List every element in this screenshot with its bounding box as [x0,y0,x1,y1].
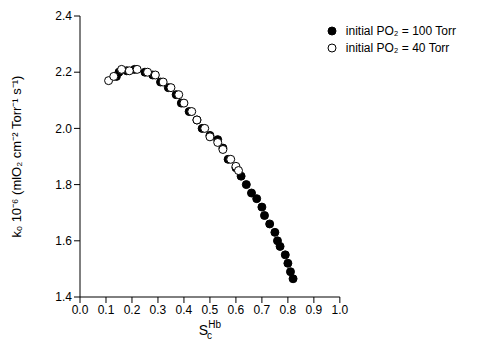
svg-text:SHbc: SHbc [199,319,222,341]
svg-text:1.4: 1.4 [55,290,72,304]
svg-text:0.2: 0.2 [124,303,141,317]
svg-text:1.0: 1.0 [332,303,349,317]
svg-text:0.5: 0.5 [202,303,219,317]
svg-text:2.4: 2.4 [55,9,72,23]
svg-text:0.7: 0.7 [254,303,271,317]
svg-text:1.6: 1.6 [55,234,72,248]
svg-text:0.8: 0.8 [280,303,297,317]
html-text:initial PO₂ = 100 Torr: initial PO₂ = 100 Torr [345,24,456,38]
svg-text:0.9: 0.9 [306,303,323,317]
svg-text:0.1: 0.1 [98,303,115,317]
svg-text:kₒ 10⁻⁶ (mlO₂ cm⁻² Torr⁻¹ s⁻¹): kₒ 10⁻⁶ (mlO₂ cm⁻² Torr⁻¹ s⁻¹) [9,76,24,238]
svg-text:0.6: 0.6 [228,303,245,317]
svg-text:2.0: 2.0 [55,122,72,136]
svg-text:0.4: 0.4 [176,303,193,317]
svg-text:0.3: 0.3 [150,303,167,317]
html-text:initial PO₂ = 40 Torr: initial PO₂ = 40 Torr [345,41,450,55]
svg-text:2.2: 2.2 [55,65,72,79]
svg-text:0.0: 0.0 [72,303,89,317]
svg-text:1.8: 1.8 [55,178,72,192]
